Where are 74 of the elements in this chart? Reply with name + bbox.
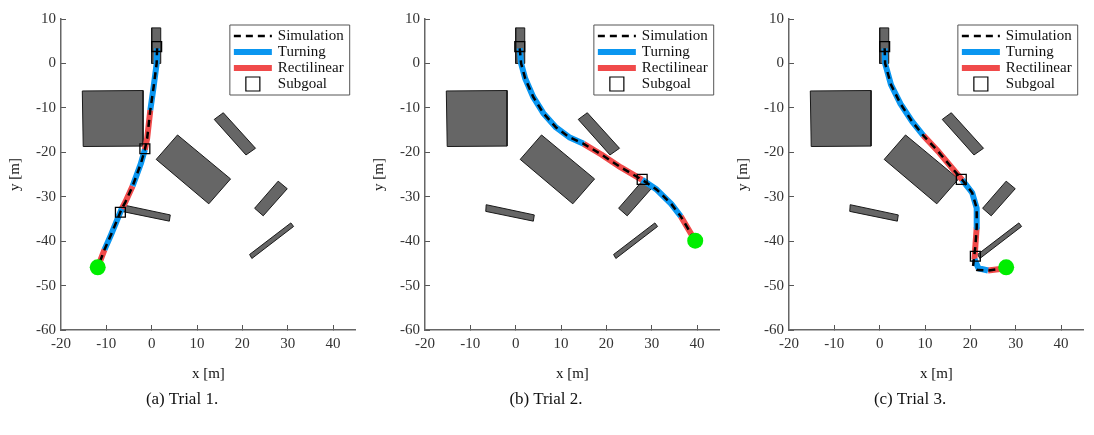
y-tick-label: -60 (400, 320, 420, 337)
y-tick-label: 10 (41, 9, 56, 26)
y-tick-label: 0 (412, 54, 420, 71)
x-tick-label: 30 (280, 334, 296, 351)
point (955, 173, 967, 185)
y-tick-label: -60 (764, 320, 784, 337)
y-axis-title: y [m] (5, 158, 22, 191)
legend-label: Turning (277, 42, 327, 59)
x-tick-label: 20 (962, 334, 978, 351)
y-axis-title: y [m] (369, 158, 386, 191)
x-tick-label: 40 (1053, 334, 1069, 351)
x-tick-label: 0 (511, 334, 520, 351)
y-tick-label: -10 (400, 98, 420, 115)
y-tick-label: -20 (36, 143, 56, 160)
x-tick-label: 20 (234, 334, 250, 351)
point (687, 232, 704, 249)
point (89, 259, 106, 276)
y-tick-label: -30 (764, 187, 784, 204)
y-tick-label: 10 (769, 9, 784, 26)
x-tick-label: 0 (147, 334, 156, 351)
x-axis-title: x [m] (919, 364, 953, 381)
y-tick-label: -50 (764, 276, 784, 293)
y-tick-label: -30 (36, 187, 56, 204)
point (998, 259, 1015, 276)
x-tick-label: 10 (917, 334, 933, 351)
point (879, 40, 891, 53)
y-tick-label: -60 (36, 320, 56, 337)
y-tick-label: -50 (36, 276, 56, 293)
y-tick-label: -10 (764, 98, 784, 115)
x-tick-label: -10 (824, 334, 845, 351)
legend-label: Turning (641, 42, 691, 59)
x-axis-title: x [m] (555, 364, 589, 381)
text: (a) Trial 1. (145, 389, 219, 409)
x-tick-label: 0 (875, 334, 884, 351)
legend-label: Simulation (641, 26, 709, 43)
y-tick-label: -40 (764, 232, 784, 249)
point (139, 143, 151, 155)
legend-label: Simulation (1005, 26, 1073, 43)
legend-label: Subgoal (641, 74, 692, 91)
x-tick-label: 20 (598, 334, 614, 351)
y-tick-label: -20 (400, 143, 420, 160)
x-tick-label: 30 (1008, 334, 1024, 351)
y-tick-label: -20 (764, 143, 784, 160)
y-tick-label: -50 (400, 276, 420, 293)
legend-label: Rectilinear (277, 58, 344, 75)
legend-label: Turning (1005, 42, 1055, 59)
point (636, 173, 648, 185)
y-tick-label: 10 (405, 9, 420, 26)
text: (c) Trial 3. (873, 389, 947, 409)
point (114, 206, 126, 218)
x-tick-label: 40 (325, 334, 341, 351)
y-tick-label: -40 (36, 232, 56, 249)
legend-label: Rectilinear (641, 58, 708, 75)
x-tick-label: 40 (689, 334, 705, 351)
legend-label: Subgoal (277, 74, 328, 91)
x-tick-label: -10 (96, 334, 117, 351)
x-tick-label: 10 (189, 334, 205, 351)
x-tick-label: -10 (460, 334, 481, 351)
y-tick-label: 0 (48, 54, 56, 71)
point (514, 40, 526, 53)
legend-label: Subgoal (1005, 74, 1056, 91)
x-tick-label: 30 (644, 334, 660, 351)
legend-label: Simulation (277, 26, 345, 43)
y-tick-label: 0 (776, 54, 784, 71)
y-tick-label: -30 (400, 187, 420, 204)
text: (b) Trial 2. (509, 389, 583, 409)
y-tick-label: -10 (36, 98, 56, 115)
y-axis-title: y [m] (733, 158, 750, 191)
x-tick-label: 10 (553, 334, 569, 351)
x-axis-title: x [m] (191, 364, 225, 381)
point (969, 250, 981, 262)
legend-label: Rectilinear (1005, 58, 1072, 75)
y-tick-label: -40 (400, 232, 420, 249)
point (151, 40, 163, 53)
